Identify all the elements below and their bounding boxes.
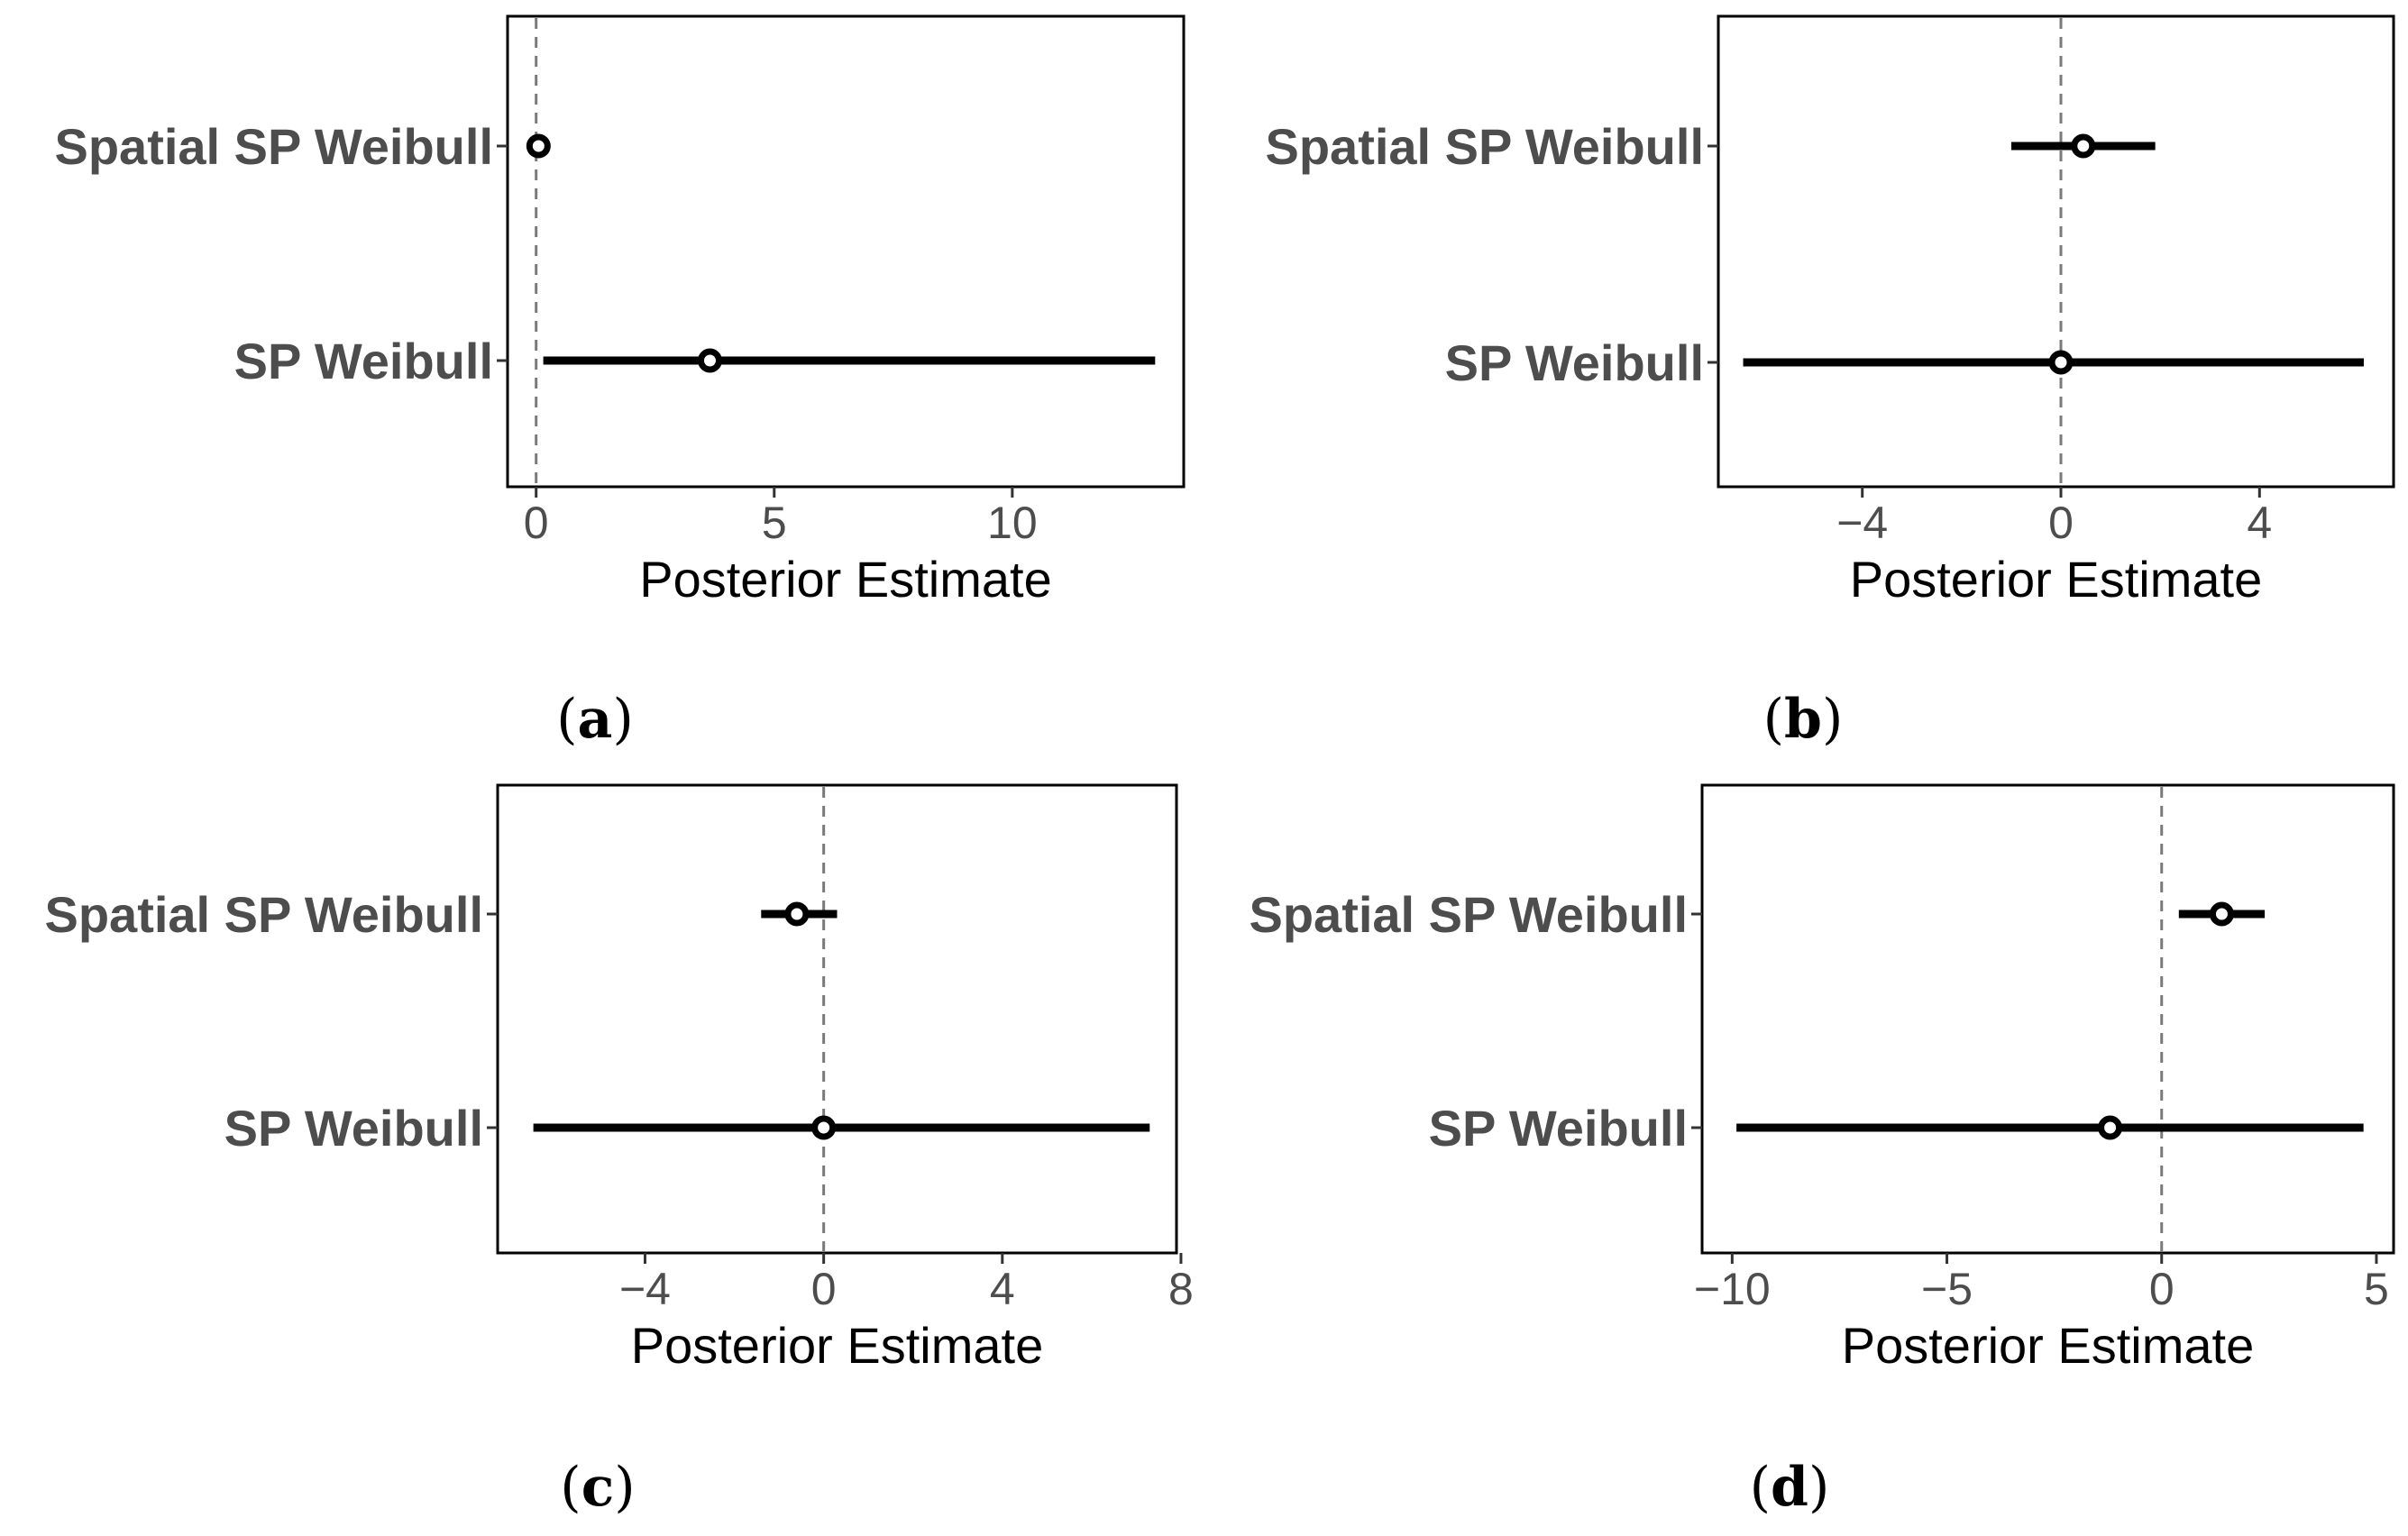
y-category-label: Spatial SP Weibull [1266, 118, 1705, 175]
plot-frame [496, 783, 1178, 1255]
panel-c: −4 0 4 8 Posterior Estimate Spatial SP Weibul… [45, 783, 1194, 1519]
plot-frame [1700, 783, 2395, 1255]
x-tick-label: 0 [524, 498, 549, 548]
x-tick-label: 0 [811, 1264, 837, 1314]
x-tick-label: 5 [2364, 1264, 2389, 1314]
posterior-estimate-point [526, 133, 551, 159]
x-tick-label: −5 [1921, 1264, 1973, 1314]
posterior-estimate-point [2209, 901, 2234, 927]
panel-label: (c) [560, 1456, 635, 1519]
plot-frame [1717, 14, 2395, 489]
y-category-label: Spatial SP Weibull [1250, 886, 1689, 943]
x-tick-label: 4 [2247, 498, 2272, 548]
x-tick-label: 5 [762, 498, 787, 548]
x-tick-label: 4 [990, 1264, 1015, 1314]
x-tick-label: −4 [619, 1264, 671, 1314]
x-tick-label: −10 [1694, 1264, 1771, 1314]
panel-d: −10 −5 0 5 Posterior Estimate Spatial SP Weib… [1250, 783, 2395, 1519]
panel-label: (a) [556, 688, 634, 751]
x-axis-title: Posterior Estimate [1842, 1317, 2255, 1374]
x-tick-label: −4 [1836, 498, 1888, 548]
posterior-estimate-point [2048, 350, 2074, 375]
y-category-label: SP Weibull [1445, 334, 1704, 391]
posterior-estimate-point [811, 1115, 837, 1140]
y-category-label: Spatial SP Weibull [55, 118, 494, 175]
x-tick-label: 0 [2149, 1264, 2175, 1314]
posterior-estimate-point [2098, 1115, 2123, 1140]
posterior-estimate-point [784, 901, 810, 927]
y-category-label: SP Weibull [234, 333, 493, 389]
posterior-estimate-point [2071, 133, 2096, 159]
y-category-label: SP Weibull [224, 1100, 483, 1157]
y-category-label: Spatial SP Weibull [45, 886, 484, 943]
x-axis-title: Posterior Estimate [639, 551, 1052, 608]
x-tick-label: 10 [987, 498, 1038, 548]
panel-label: (d) [1750, 1456, 1830, 1519]
x-axis-title: Posterior Estimate [1850, 551, 2263, 608]
posterior-estimate-point [697, 348, 722, 373]
y-category-label: SP Weibull [1429, 1100, 1688, 1157]
plot-frame [506, 14, 1186, 489]
panel-label: (b) [1763, 688, 1844, 751]
x-tick-label: 8 [1168, 1264, 1194, 1314]
x-axis-title: Posterior Estimate [631, 1317, 1044, 1374]
x-tick-label: 0 [2048, 498, 2074, 548]
